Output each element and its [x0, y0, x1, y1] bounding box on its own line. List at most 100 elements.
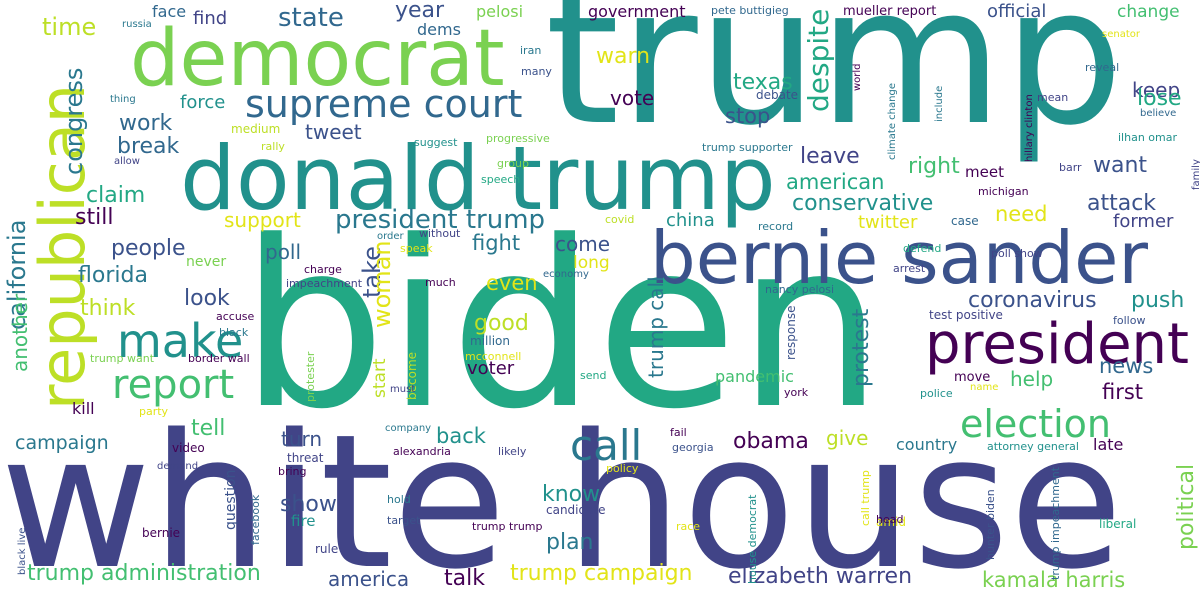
word-change: change — [1117, 2, 1180, 22]
word-support: support — [224, 208, 301, 232]
word-fire: fire — [291, 512, 316, 530]
word-suggest: suggest — [414, 136, 458, 149]
word-party: party — [139, 405, 169, 418]
word-video: video — [172, 441, 205, 455]
word-vote: vote — [610, 86, 655, 110]
word-group: group — [497, 157, 529, 170]
word-face: face — [152, 2, 187, 21]
word-georgia: georgia — [672, 441, 714, 454]
word-accuse: accuse — [216, 310, 255, 323]
word-coronavirus: coronavirus — [968, 288, 1097, 313]
word-call-trump: call trump — [859, 470, 872, 526]
word-need: need — [995, 202, 1048, 226]
word-plan: plan — [546, 530, 594, 555]
word-move: move — [954, 370, 991, 385]
word-candidate: candidate — [546, 503, 606, 517]
word-push: push — [1131, 288, 1185, 313]
word-climate-change: climate change — [887, 83, 898, 160]
word-tell: tell — [191, 416, 226, 441]
word-country: country — [896, 435, 958, 454]
word-campaign: campaign — [15, 432, 109, 454]
word-name: name — [970, 382, 999, 393]
word-senator: senator — [1102, 29, 1140, 40]
word-people: people — [111, 236, 186, 261]
word-include: include — [934, 85, 945, 122]
word-likely: likely — [498, 445, 527, 458]
word-trump-administration: trump administration — [27, 561, 261, 586]
word-black-live: black live — [17, 527, 28, 575]
word-pandemic: pandemic — [715, 367, 794, 386]
word-claim: claim — [86, 183, 146, 208]
word-without: without — [419, 227, 461, 240]
word-case: case — [951, 214, 979, 228]
word-company: company — [385, 423, 432, 434]
word-nancy-pelosi: nancy pelosi — [765, 283, 835, 296]
word-find: find — [193, 8, 228, 29]
word-back: back — [436, 424, 486, 448]
word-covid: covid — [605, 213, 635, 226]
word-dems: dems — [417, 20, 461, 39]
word-biden: biden — [240, 193, 884, 460]
word-arrest: arrest — [893, 262, 926, 275]
word-help: help — [1010, 367, 1054, 391]
word-send: send — [580, 369, 607, 382]
word-florida: florida — [78, 263, 148, 288]
word-policy: policy — [606, 462, 639, 475]
word-threat: threat — [287, 451, 324, 465]
word-race: race — [676, 520, 701, 533]
word-believe: believe — [1140, 108, 1177, 119]
word-think: think — [80, 296, 136, 321]
word-obama: obama — [733, 429, 809, 454]
word-head: head — [876, 513, 904, 526]
word-even: even — [486, 271, 538, 295]
word-black: black — [219, 326, 249, 339]
word-reveal: reveal — [1085, 61, 1120, 74]
word-pete-buttigieg: pete buttigieg — [711, 4, 789, 17]
word-iran: iran — [520, 44, 542, 57]
word-work: work — [119, 111, 173, 136]
word-trump-want: trump want — [90, 352, 155, 365]
word-liberal: liberal — [1099, 517, 1137, 531]
word-attorney-general: attorney general — [987, 440, 1079, 453]
word-bernie-sander: bernie sander — [650, 216, 1149, 300]
word-former: former — [1113, 211, 1174, 232]
word-conservative: conservative — [792, 191, 934, 216]
word-amid: amid — [876, 515, 906, 529]
word-report: report — [112, 362, 235, 408]
word-thing: thing — [110, 94, 136, 105]
word-charge: charge — [304, 263, 342, 276]
word-white-house: white house — [0, 394, 1124, 600]
word-poll-show: poll show — [991, 247, 1043, 260]
word-election: election — [960, 402, 1111, 446]
word-stop: stop — [725, 104, 771, 128]
word-year: year — [395, 0, 445, 23]
word-donald-trump: donald trump — [180, 127, 776, 230]
word-texas: texas — [733, 70, 793, 95]
word-look: look — [184, 286, 230, 311]
word-fail: fail — [670, 426, 687, 439]
word-elizabeth-warren: elizabeth warren — [728, 564, 913, 589]
word-mean: mean — [1037, 91, 1069, 104]
word-never: never — [186, 254, 227, 270]
word-hunter-biden: hunter biden — [984, 489, 997, 560]
word-want: want — [1093, 153, 1148, 178]
word-time: time — [42, 13, 97, 41]
word-right: right — [908, 154, 960, 179]
word-ilhan-omar: ilhan omar — [1118, 131, 1178, 144]
word-russia: russia — [122, 19, 152, 30]
word-leave: leave — [800, 144, 860, 169]
word-mcconnell: mcconnell — [465, 350, 522, 363]
word-medium: medium — [231, 122, 281, 136]
word-order: order — [377, 231, 404, 242]
word-come: come — [555, 232, 611, 256]
word-record: record — [758, 220, 794, 233]
word-mueller-report: mueller report — [843, 4, 937, 19]
word-barr: barr — [1059, 161, 1082, 174]
word-fight: fight — [472, 231, 521, 255]
word-economy: economy — [543, 269, 589, 280]
word-know: know — [542, 482, 601, 507]
word-trump-call: trump call — [644, 276, 668, 378]
word-turn: turn — [281, 427, 323, 451]
word-still: still — [75, 205, 114, 230]
word-america: america — [328, 567, 410, 591]
